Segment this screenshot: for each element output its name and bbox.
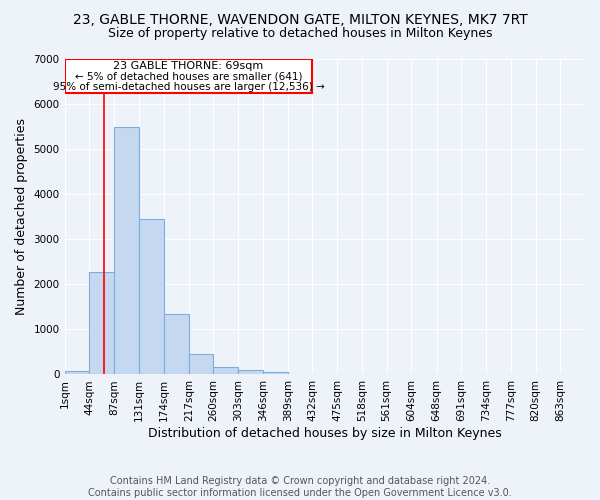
- Bar: [263, 372, 287, 374]
- Text: ← 5% of detached houses are smaller (641): ← 5% of detached houses are smaller (641…: [75, 72, 302, 82]
- Bar: [164, 314, 189, 374]
- Bar: [214, 367, 238, 374]
- Bar: [238, 370, 263, 374]
- Bar: [139, 219, 164, 374]
- Y-axis label: Number of detached properties: Number of detached properties: [15, 118, 28, 315]
- Text: 23, GABLE THORNE, WAVENDON GATE, MILTON KEYNES, MK7 7RT: 23, GABLE THORNE, WAVENDON GATE, MILTON …: [73, 12, 527, 26]
- Text: 23 GABLE THORNE: 69sqm: 23 GABLE THORNE: 69sqm: [113, 62, 263, 72]
- X-axis label: Distribution of detached houses by size in Milton Keynes: Distribution of detached houses by size …: [148, 427, 502, 440]
- Bar: [114, 128, 139, 374]
- Bar: [89, 272, 114, 374]
- Bar: [65, 371, 89, 374]
- Text: Contains HM Land Registry data © Crown copyright and database right 2024.
Contai: Contains HM Land Registry data © Crown c…: [88, 476, 512, 498]
- Text: 95% of semi-detached houses are larger (12,536) →: 95% of semi-detached houses are larger (…: [53, 82, 325, 92]
- Bar: [65, 59, 313, 93]
- Bar: [189, 354, 214, 374]
- Text: Size of property relative to detached houses in Milton Keynes: Size of property relative to detached ho…: [108, 28, 492, 40]
